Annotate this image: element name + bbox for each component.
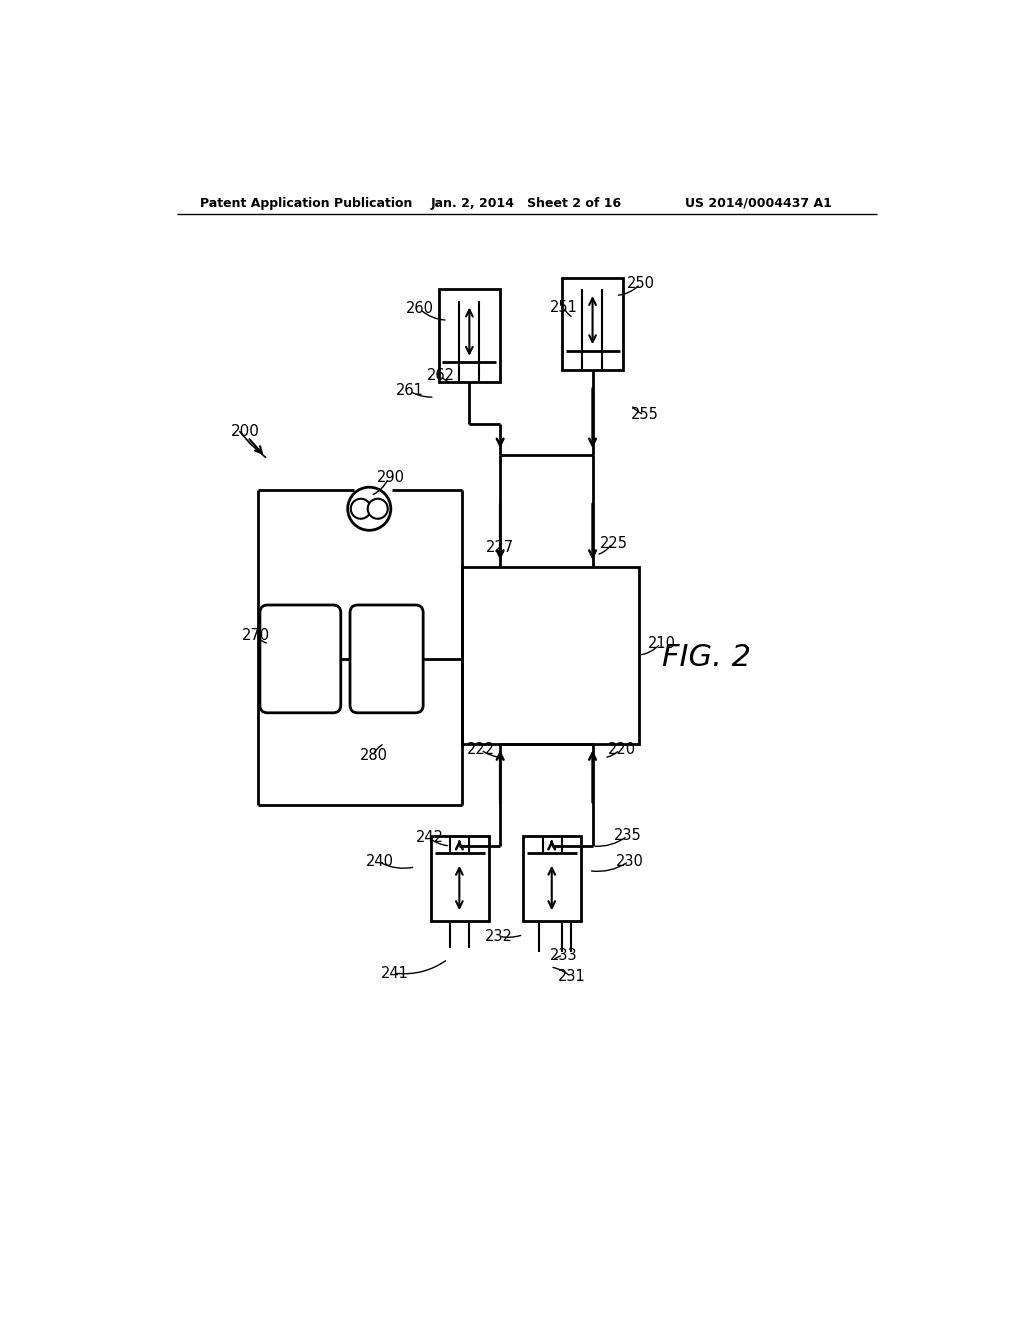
Text: 225: 225 [600, 536, 629, 550]
Circle shape [351, 499, 371, 519]
Text: 255: 255 [631, 408, 658, 422]
Bar [438, 289, 500, 381]
Text: 232: 232 [484, 928, 513, 944]
Text: 250: 250 [628, 276, 655, 292]
Text: FIG. 2: FIG. 2 [662, 643, 751, 672]
Text: 231: 231 [558, 969, 586, 985]
Text: 241: 241 [381, 965, 409, 981]
Text: Patent Application Publication: Patent Application Publication [200, 197, 413, 210]
Text: US 2014/0004437 A1: US 2014/0004437 A1 [685, 197, 831, 210]
Bar [562, 277, 624, 370]
Text: 210: 210 [648, 636, 676, 651]
Circle shape [368, 499, 388, 519]
Text: 251: 251 [550, 300, 579, 314]
Text: 240: 240 [366, 854, 393, 869]
Text: Jan. 2, 2014   Sheet 2 of 16: Jan. 2, 2014 Sheet 2 of 16 [431, 197, 622, 210]
Circle shape [348, 487, 391, 531]
Text: 280: 280 [360, 747, 388, 763]
Text: 242: 242 [416, 830, 443, 845]
Bar [431, 836, 488, 921]
Text: 260: 260 [407, 301, 434, 315]
Text: 220: 220 [608, 742, 636, 758]
Text: 233: 233 [550, 948, 578, 962]
Text: 235: 235 [614, 829, 642, 843]
Text: 230: 230 [615, 854, 643, 869]
Bar [523, 836, 581, 921]
Text: 200: 200 [230, 424, 259, 440]
FancyBboxPatch shape [350, 605, 423, 713]
Text: 261: 261 [396, 383, 424, 399]
Text: 227: 227 [486, 540, 514, 554]
FancyBboxPatch shape [260, 605, 341, 713]
Text: 270: 270 [243, 628, 270, 643]
Bar [462, 566, 639, 743]
Text: 222: 222 [467, 742, 496, 758]
Text: 290: 290 [377, 470, 404, 486]
Text: 262: 262 [427, 368, 455, 383]
